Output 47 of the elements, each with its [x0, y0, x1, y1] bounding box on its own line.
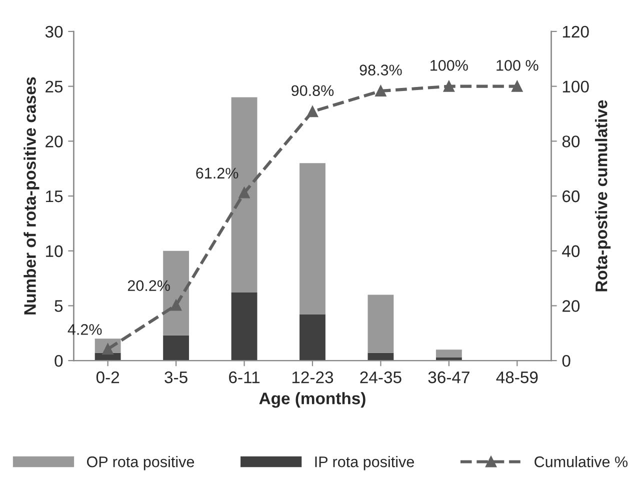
- y-tick-label: 15: [46, 190, 63, 202]
- y-tick-label: 5: [54, 300, 63, 312]
- point: [375, 85, 386, 97]
- y-tick-label: 10: [46, 245, 63, 258]
- bar: [163, 335, 190, 361]
- point: [443, 80, 454, 92]
- x-axis-title: Age (months): [259, 392, 366, 408]
- y2-tick-label: 0: [562, 354, 570, 367]
- x-tick-label: 12-23: [292, 371, 334, 384]
- y-tick-label: 20: [46, 136, 63, 148]
- legend-label: IP rota positive: [315, 456, 414, 470]
- point: [306, 106, 318, 118]
- data-label: 100 %: [496, 60, 538, 71]
- data-label: 20.2%: [128, 280, 170, 292]
- bar: [300, 163, 326, 315]
- data-label: 90.8%: [292, 85, 334, 96]
- y2-tick-label: 60: [562, 190, 580, 202]
- y2-tick-label: 40: [562, 245, 580, 258]
- bar: [231, 292, 258, 361]
- y-tick-label: 30: [45, 26, 63, 38]
- bar: [436, 350, 462, 358]
- y2-tick-label: 80: [562, 136, 580, 148]
- point: [512, 80, 523, 92]
- point: [238, 187, 250, 198]
- x-tick-label: 6-11: [229, 371, 260, 384]
- y2-tick-label: 20: [562, 300, 580, 312]
- x-tick-label: 48-59: [496, 371, 538, 384]
- bar: [368, 294, 394, 353]
- y2-tick-label: 120: [562, 26, 589, 38]
- y2-tick-label: 100: [562, 80, 589, 93]
- data-label: 100%: [430, 60, 468, 71]
- y-tick-label: 0: [54, 354, 63, 367]
- data-label: 4.2%: [68, 324, 102, 335]
- bar: [368, 352, 394, 361]
- y-axis-title: Number of rota-positive cases: [24, 77, 40, 314]
- x-tick-label: 3-5: [164, 371, 188, 384]
- data-label: 98.3%: [360, 64, 402, 76]
- x-tick-label: 24-35: [360, 371, 402, 384]
- legend-label: OP rota positive: [87, 456, 194, 470]
- x-tick-label: 36-47: [428, 371, 470, 384]
- bar: [300, 314, 326, 361]
- legend-label: Cumulative %: [534, 456, 628, 468]
- x-tick-label: 0-2: [96, 371, 120, 384]
- y-tick-label: 25: [46, 80, 63, 93]
- y2-axis-title: Rota-postive cumulative: [595, 100, 611, 292]
- point: [170, 300, 182, 311]
- data-label: 61.2%: [196, 168, 238, 179]
